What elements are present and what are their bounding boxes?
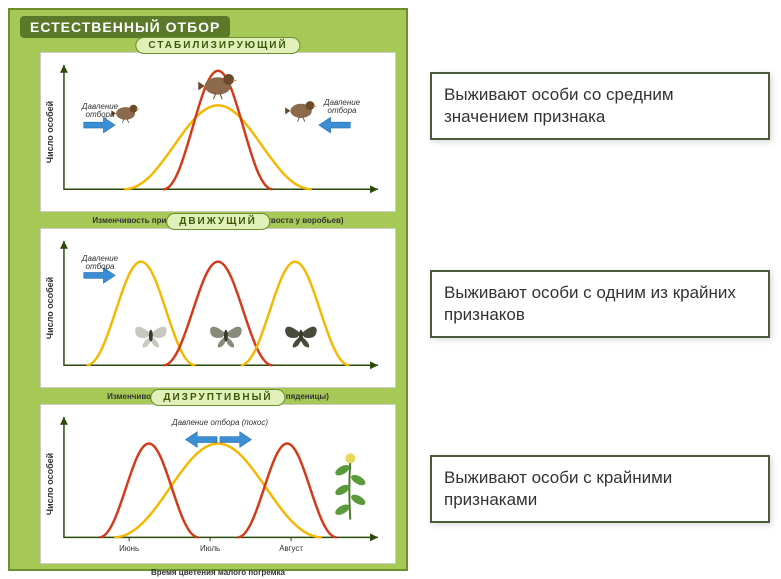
pressure-label-left: Давление отбора <box>75 255 125 271</box>
section-directional: ДВИЖУЩИЙ Число особей Давление отбора Из… <box>40 228 396 388</box>
x-axis-label: Время цветения малого погремка <box>151 568 285 577</box>
pressure-label-left: Давление отбора <box>75 103 125 119</box>
pressure-label-center: Давление отбора (покос) <box>165 419 275 427</box>
section-disruptive: ДИЗРУПТИВНЫЙ Число особей ИюньИюльАвгуст… <box>40 404 396 564</box>
subtitle-stabilizing: СТАБИЛИЗИРУЮЩИЙ <box>135 37 300 54</box>
svg-text:Август: Август <box>279 544 303 553</box>
pressure-label-right: Давление отбора <box>317 99 367 115</box>
svg-text:Июль: Июль <box>200 544 220 553</box>
annotations-panel: Выживают особи со средним значением приз… <box>424 0 776 579</box>
subtitle-directional: ДВИЖУЩИЙ <box>166 213 270 230</box>
annotation-stabilizing: Выживают особи со средним значением приз… <box>430 72 770 140</box>
chart-stabilizing <box>41 53 395 211</box>
annotation-disruptive: Выживают особи с крайними признаками <box>430 455 770 523</box>
main-title: ЕСТЕСТВЕННЫЙ ОТБОР <box>20 16 230 38</box>
svg-text:Июнь: Июнь <box>119 544 139 553</box>
annotation-directional: Выживают особи с одним из крайних призна… <box>430 270 770 338</box>
poster-panel: ЕСТЕСТВЕННЫЙ ОТБОР СТАБИЛИЗИРУЮЩИЙ Число… <box>8 8 408 571</box>
section-stabilizing: СТАБИЛИЗИРУЮЩИЙ Число особей Давление от… <box>40 52 396 212</box>
chart-directional <box>41 229 395 387</box>
chart-disruptive: Июнь Июль Август <box>41 405 395 563</box>
subtitle-disruptive: ДИЗРУПТИВНЫЙ <box>150 389 285 406</box>
